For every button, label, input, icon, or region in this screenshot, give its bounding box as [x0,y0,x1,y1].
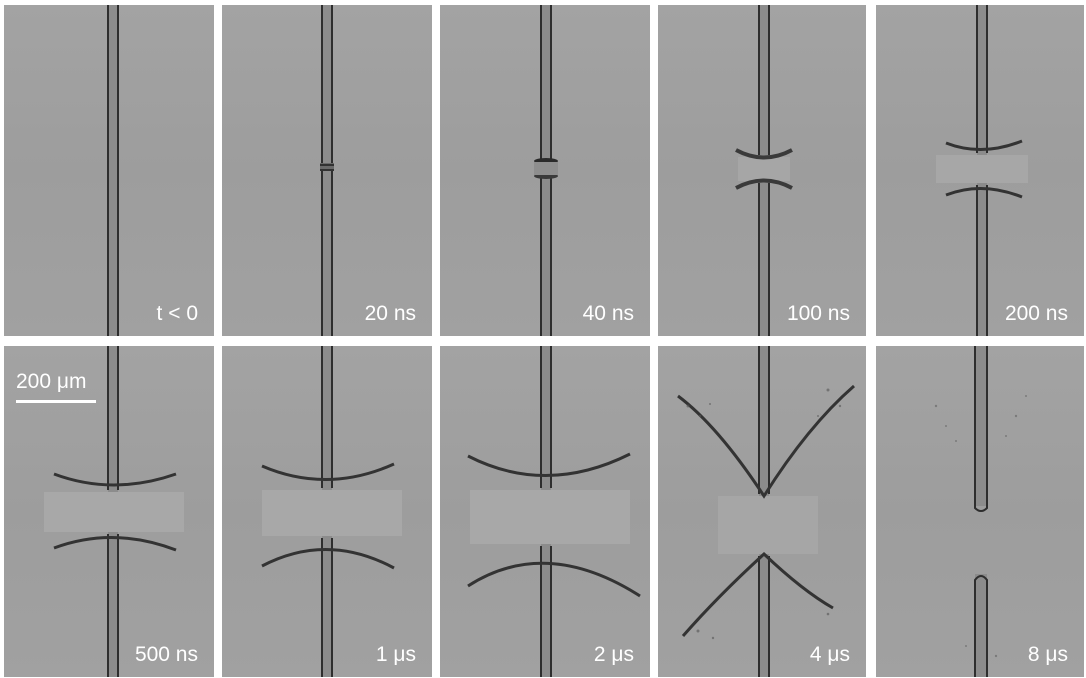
time-label: 4 μs [809,643,850,666]
panel-3: 40 ns [440,5,650,336]
fiber-image [261,346,402,677]
fiber-image [534,5,558,336]
time-label: 20 ns [364,302,416,325]
panel-8: 2 μs [440,346,650,677]
fiber-image [107,5,119,336]
scale-bar-label: 200 μm [16,370,87,393]
fiber-image [677,346,855,677]
time-label: 2 μs [593,643,634,666]
panel-10: 8 μs [876,346,1084,677]
fiber-image [467,346,641,677]
fiber-image [936,5,1028,336]
panel-6: 200 μm 500 ns [4,346,214,677]
time-label: t < 0 [156,302,198,325]
scale-bar: 200 μm [16,370,96,403]
panel-2: 20 ns [222,5,432,336]
time-label: 500 ns [134,643,198,666]
panel-9: 4 μs [658,346,866,677]
panel-7: 1 μs [222,346,432,677]
panel-1: t < 0 [4,5,214,336]
fiber-image [44,346,184,677]
scale-bar-line [16,400,96,403]
panel-4: 100 ns [658,5,866,336]
fiber-image [320,5,334,336]
fiber-image [934,346,1027,677]
fiber-image [735,5,793,336]
time-label: 1 μs [375,643,416,666]
time-label: 200 ns [1004,302,1068,325]
time-label: 40 ns [582,302,634,325]
time-label: 8 μs [1027,643,1068,666]
panel-5: 200 ns [876,5,1084,336]
time-label: 100 ns [786,302,850,325]
